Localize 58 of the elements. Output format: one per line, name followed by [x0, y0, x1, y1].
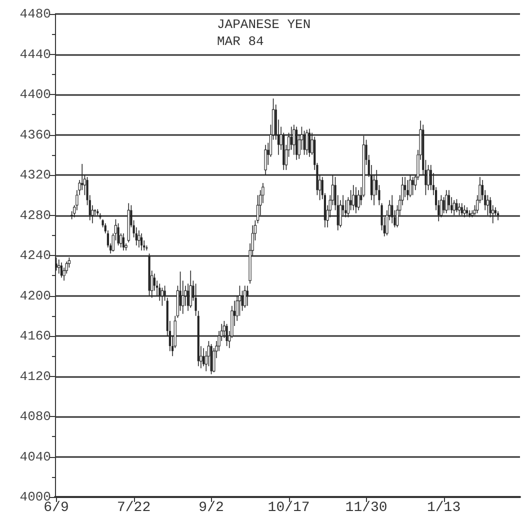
x-tick-label: 1/13 [426, 500, 461, 516]
candlestick [406, 180, 409, 201]
candlestick [202, 348, 205, 367]
candlestick [164, 285, 166, 302]
y-tick-label: 4040 [20, 449, 51, 464]
candlestick [138, 230, 140, 248]
chart-title: JAPANESE YEN [217, 17, 311, 32]
text: MAR 84 [217, 34, 264, 49]
candlestick [122, 232, 124, 251]
y-tick-label: 4280 [20, 208, 51, 223]
candlestick [350, 190, 352, 211]
candlestick [182, 280, 184, 314]
candlestick [96, 208, 99, 216]
x-tick-label: 10/17 [268, 500, 310, 516]
y-tick-label: 4360 [20, 127, 51, 142]
y-tick-label: 4080 [20, 409, 51, 424]
candlestick [244, 285, 246, 308]
candlestick [448, 190, 450, 211]
candlestick [354, 186, 357, 214]
candlestick [117, 222, 120, 246]
candlestick [308, 128, 310, 158]
candlestick [458, 202, 461, 216]
candlestick [160, 287, 164, 306]
candlestick [264, 144, 267, 176]
candlestick [189, 270, 192, 308]
candlestick [452, 200, 456, 216]
candlestick [246, 285, 248, 306]
candlestick [456, 198, 458, 213]
y-tick-label: 4440 [20, 46, 51, 62]
candlestick [352, 184, 355, 211]
candlestick [194, 283, 197, 316]
candlestick [445, 190, 448, 214]
candlestick [408, 174, 412, 198]
y-tick-label: 4480 [20, 6, 51, 22]
y-tick-label: 4120 [20, 368, 51, 384]
y-tick-label: 4160 [20, 328, 51, 344]
y-tick-label: 4240 [20, 248, 51, 263]
x-tick-label: 9/2 [198, 500, 224, 516]
candlestick [440, 194, 443, 218]
candlestick [391, 194, 394, 224]
candlestick [306, 129, 308, 156]
candlestick [357, 190, 360, 211]
y-tick-label: 4320 [20, 168, 51, 182]
candlestick [140, 232, 143, 251]
candlestick [463, 204, 466, 218]
candlestick [55, 257, 58, 271]
candlestick [60, 262, 62, 278]
y-tick-label: 4200 [20, 288, 51, 304]
candlestick [460, 202, 463, 216]
x-tick-label: 11/30 [345, 500, 388, 516]
y-tick-label: 4400 [20, 87, 51, 102]
candlestick [58, 259, 60, 274]
candlestick [412, 176, 414, 196]
candlestick [303, 130, 306, 156]
candlestick [442, 196, 445, 214]
x-tick-label: 7/22 [116, 500, 151, 516]
candlestick [226, 324, 228, 346]
candlestick [497, 210, 500, 221]
